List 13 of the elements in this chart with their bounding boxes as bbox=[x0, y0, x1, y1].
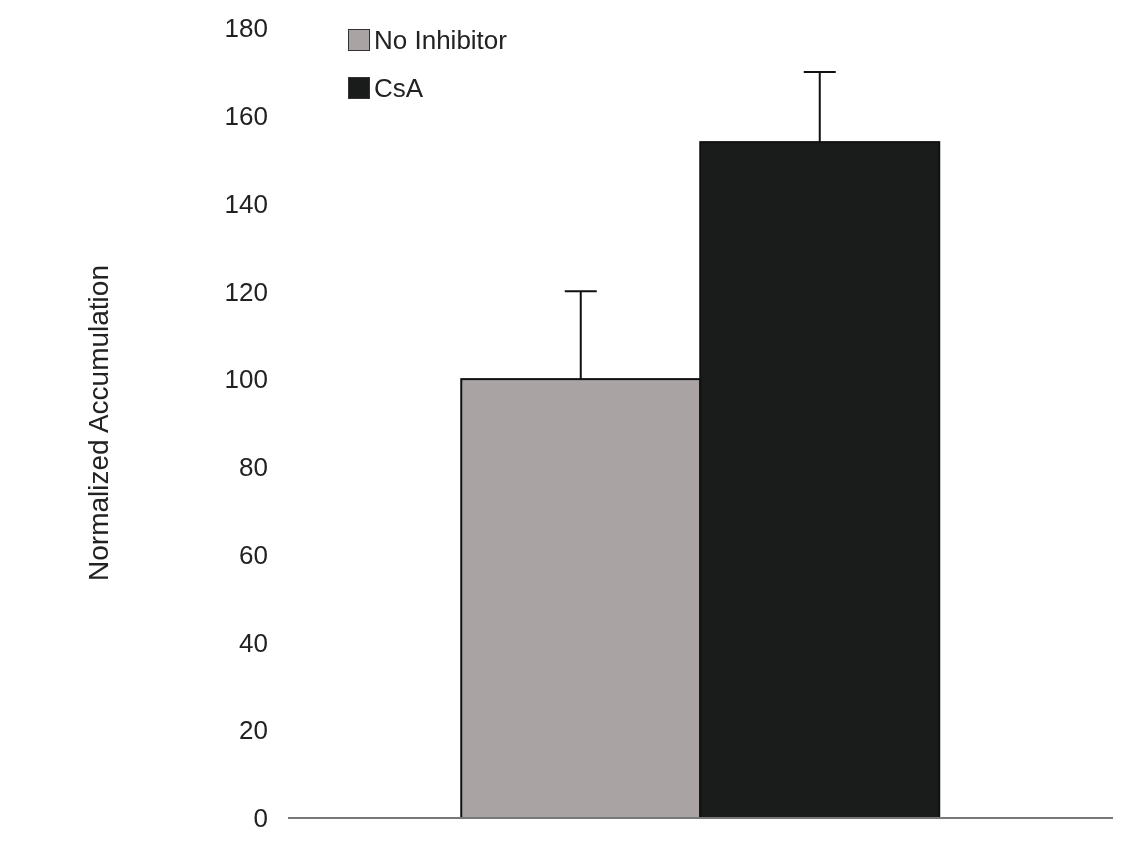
y-tick-label: 140 bbox=[224, 188, 268, 219]
legend-label: CsA bbox=[374, 72, 424, 104]
y-axis-title: Normalized Accumulation bbox=[82, 265, 114, 581]
y-tick-label: 20 bbox=[239, 715, 268, 746]
y-tick-label: 100 bbox=[224, 364, 268, 395]
y-tick-label: 160 bbox=[224, 101, 268, 132]
y-tick-label: 40 bbox=[239, 627, 268, 658]
y-tick-label: 80 bbox=[239, 452, 268, 483]
y-tick-label: 0 bbox=[253, 803, 268, 834]
y-tick-label: 120 bbox=[224, 276, 268, 307]
y-tick-label: 60 bbox=[239, 539, 268, 570]
y-tick-label: 180 bbox=[224, 13, 268, 44]
legend-label: No Inhibitor bbox=[374, 24, 507, 56]
